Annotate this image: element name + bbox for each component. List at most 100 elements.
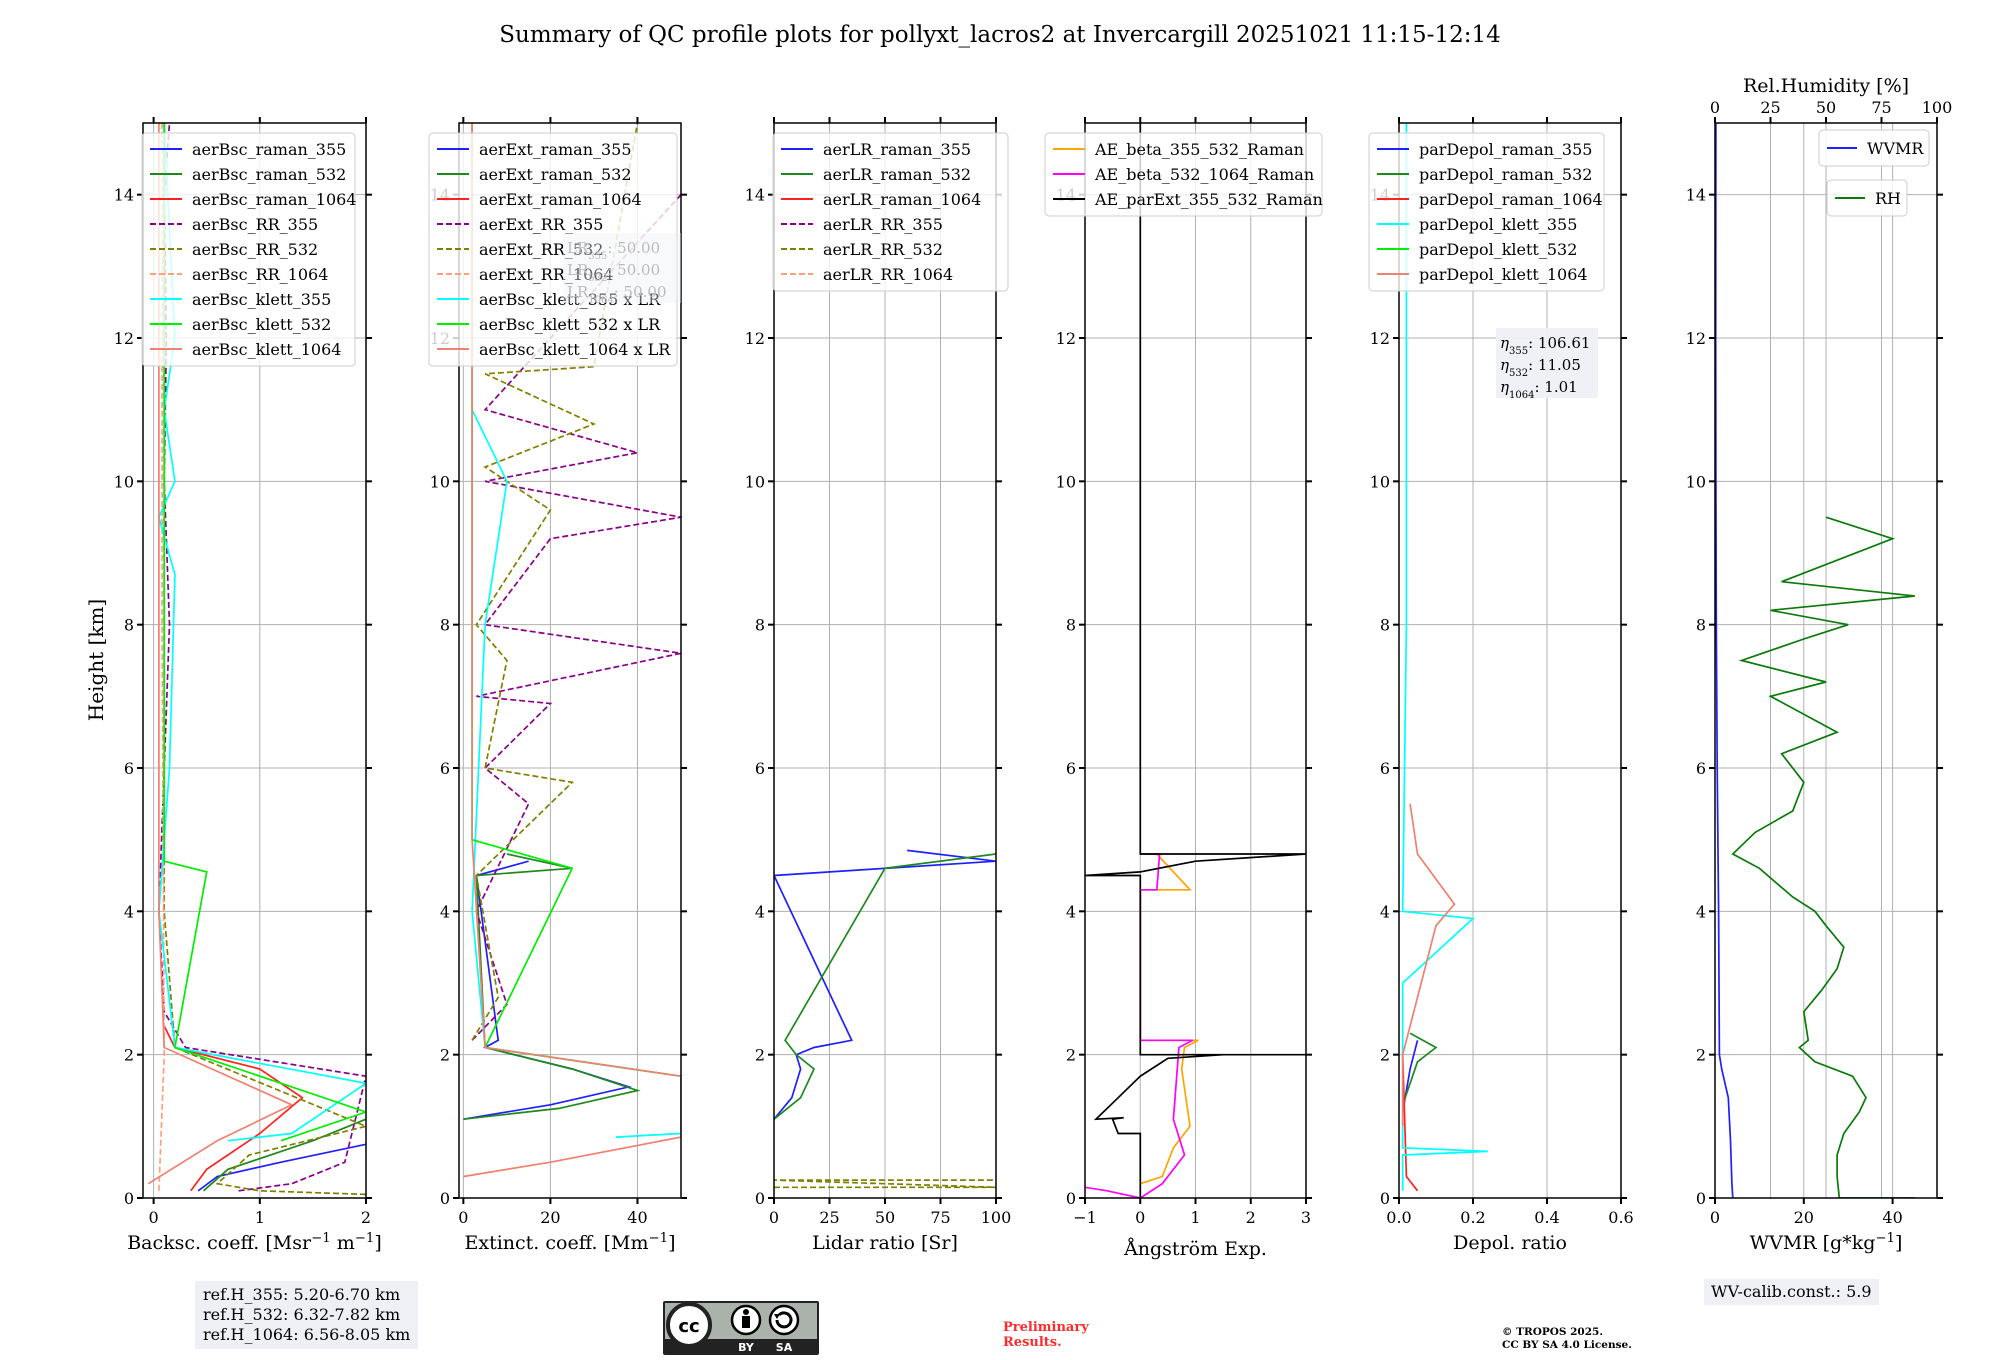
legend-frame bbox=[1368, 132, 1605, 292]
legend-label: aerLR_raman_532 bbox=[823, 165, 971, 184]
series-group bbox=[463, 123, 681, 1178]
series-line-aerbsc-klett-355 bbox=[157, 123, 366, 1142]
legend-label: AE_beta_532_1064_Raman bbox=[1094, 165, 1314, 184]
series-line-aerbsc-raman-355 bbox=[197, 1143, 366, 1192]
legend-label: aerExt_RR_532 bbox=[479, 240, 603, 259]
legend: aerLR_raman_355 aerLR_raman_532 aerLR_rama… bbox=[772, 132, 1009, 292]
legend-label: aerLR_raman_1064 bbox=[823, 190, 981, 209]
legend-label: aerLR_RR_355 bbox=[823, 215, 943, 234]
x-axis-label: WVMR [g*kg−1] bbox=[1750, 1231, 1903, 1255]
y-tick-label: 2 bbox=[440, 1046, 450, 1065]
legend-label: WVMR bbox=[1867, 139, 1924, 158]
wv-calibration-box: WV-calib.const.: 5.9 bbox=[1704, 1279, 1879, 1305]
share-alike-icon bbox=[768, 1304, 800, 1336]
x-tick-label: 40 bbox=[627, 1208, 647, 1227]
x2-tick-label: 100 bbox=[1922, 98, 1953, 117]
x-tick-label: 0 bbox=[458, 1208, 468, 1227]
series-line-pardepol-klett-1064 bbox=[1401, 803, 1456, 1127]
legend-label: aerBsc_klett_355 x LR bbox=[479, 290, 661, 309]
x-tick-label: −1 bbox=[1073, 1208, 1097, 1227]
ref-height-355: ref.H_355: 5.20-6.70 km bbox=[203, 1285, 401, 1304]
x-axis-label: Lidar ratio [Sr] bbox=[812, 1232, 958, 1254]
x-tick-label: 0.2 bbox=[1460, 1208, 1485, 1227]
y-tick-label: 14 bbox=[114, 186, 134, 205]
y-tick-label: 6 bbox=[1696, 759, 1706, 778]
x-tick-label: 2 bbox=[1246, 1208, 1256, 1227]
y-tick-label: 2 bbox=[1380, 1046, 1390, 1065]
y-tick-label: 12 bbox=[1370, 329, 1390, 348]
y-tick-label: 4 bbox=[755, 902, 765, 921]
y-tick-label: 8 bbox=[440, 616, 450, 635]
y-tick-label: 12 bbox=[114, 329, 134, 348]
y-tick-label: 14 bbox=[1686, 186, 1706, 205]
legend-label: AE_beta_355_532_Raman bbox=[1094, 140, 1304, 159]
series-line-aerlr-raman-532 bbox=[774, 853, 996, 1120]
panel-angstrom: −1012302468101214Ångström Exp.AE_beta_35… bbox=[1044, 117, 1323, 1260]
x-tick-label: 2 bbox=[361, 1208, 371, 1227]
x-tick-label: 20 bbox=[540, 1208, 560, 1227]
y-tick-label: 10 bbox=[114, 472, 134, 491]
y-tick-label: 0 bbox=[755, 1189, 765, 1208]
cc-icon: cc bbox=[666, 1302, 712, 1348]
x-axis-label: Ångström Exp. bbox=[1123, 1238, 1267, 1260]
legend-frame bbox=[141, 132, 356, 367]
x-tick-label: 0 bbox=[769, 1208, 779, 1227]
legend-label: aerBsc_klett_1064 bbox=[192, 340, 341, 359]
legend-label: parDepol_raman_1064 bbox=[1419, 190, 1603, 209]
annotation-line: LR1064: 50.00 bbox=[567, 283, 666, 306]
legend: aerBsc_raman_355 aerBsc_raman_532 aerBsc_r… bbox=[141, 132, 357, 367]
y-tick-label: 10 bbox=[1370, 472, 1390, 491]
x-tick-label: 1 bbox=[255, 1208, 265, 1227]
legend-label: aerLR_RR_1064 bbox=[823, 265, 953, 284]
series-line-ae-parext-355-532-raman bbox=[1085, 123, 1306, 1198]
y-tick-label: 2 bbox=[124, 1046, 134, 1065]
y-tick-label: 10 bbox=[430, 472, 450, 491]
legend-frame bbox=[1826, 179, 1908, 217]
axes-frame bbox=[1398, 122, 1622, 1199]
y-tick-label: 2 bbox=[1066, 1046, 1076, 1065]
y-tick-label: 0 bbox=[1380, 1189, 1390, 1208]
y-tick-label: 14 bbox=[745, 186, 765, 205]
axes-frame bbox=[458, 122, 682, 1199]
annotation-line: η532: 11.05 bbox=[1500, 356, 1581, 379]
cc-sa-label: SA bbox=[776, 1341, 793, 1354]
legend-label: aerBsc_klett_355 bbox=[192, 290, 331, 309]
x-tick-label: 1 bbox=[1190, 1208, 1200, 1227]
series-line-aerbsc-klett-532 bbox=[163, 123, 366, 1142]
series-line-aerbsc-klett-355-x-lr bbox=[471, 123, 681, 1138]
legend-label: aerExt_RR_355 bbox=[479, 215, 603, 234]
legend-label: aerBsc_raman_532 bbox=[192, 165, 346, 184]
y-tick-label: 4 bbox=[1380, 902, 1390, 921]
x-tick-label: 0.0 bbox=[1386, 1208, 1411, 1227]
legend-label: aerExt_raman_355 bbox=[479, 140, 632, 159]
series-line-ae-beta-355-532-raman bbox=[1139, 853, 1199, 1185]
x-tick-label: 0 bbox=[149, 1208, 159, 1227]
series-group bbox=[774, 849, 996, 1189]
y-tick-label: 8 bbox=[124, 616, 134, 635]
x-tick-label: 3 bbox=[1301, 1208, 1311, 1227]
preliminary-results-note: Preliminary Results. bbox=[1003, 1320, 1089, 1350]
panel-extinction: 0204002468101214Extinct. coeff. [Mm−1]ae… bbox=[428, 117, 687, 1254]
y-tick-label: 4 bbox=[1066, 902, 1076, 921]
series-group bbox=[1401, 123, 1488, 1192]
y-tick-label: 12 bbox=[1686, 329, 1706, 348]
y-tick-label: 8 bbox=[1380, 616, 1390, 635]
legend-frame bbox=[1818, 129, 1930, 167]
x-tick-label: 0.4 bbox=[1534, 1208, 1559, 1227]
y-tick-label: 10 bbox=[1686, 472, 1706, 491]
svg-text:cc: cc bbox=[678, 1316, 699, 1337]
y-tick-label: 0 bbox=[1696, 1189, 1706, 1208]
series-group bbox=[1715, 123, 1915, 1198]
ref-height-1064: ref.H_1064: 6.56-8.05 km bbox=[203, 1325, 411, 1344]
y-tick-label: 8 bbox=[1696, 616, 1706, 635]
y-tick-label: 6 bbox=[1066, 759, 1076, 778]
y-tick-label: 8 bbox=[1066, 616, 1076, 635]
y-tick-label: 4 bbox=[440, 902, 450, 921]
series-line-aerbsc-klett-1064-x-lr bbox=[463, 123, 681, 1178]
legend-label: aerLR_RR_532 bbox=[823, 240, 943, 259]
legend-label: aerBsc_klett_532 x LR bbox=[479, 315, 661, 334]
annotation-line: LR532: 50.00 bbox=[567, 261, 660, 284]
series-line-aerbsc-klett-1064 bbox=[147, 123, 294, 1185]
copyright-line-1: © TROPOS 2025. bbox=[1502, 1326, 1604, 1338]
x2-tick-label: 0 bbox=[1710, 98, 1720, 117]
